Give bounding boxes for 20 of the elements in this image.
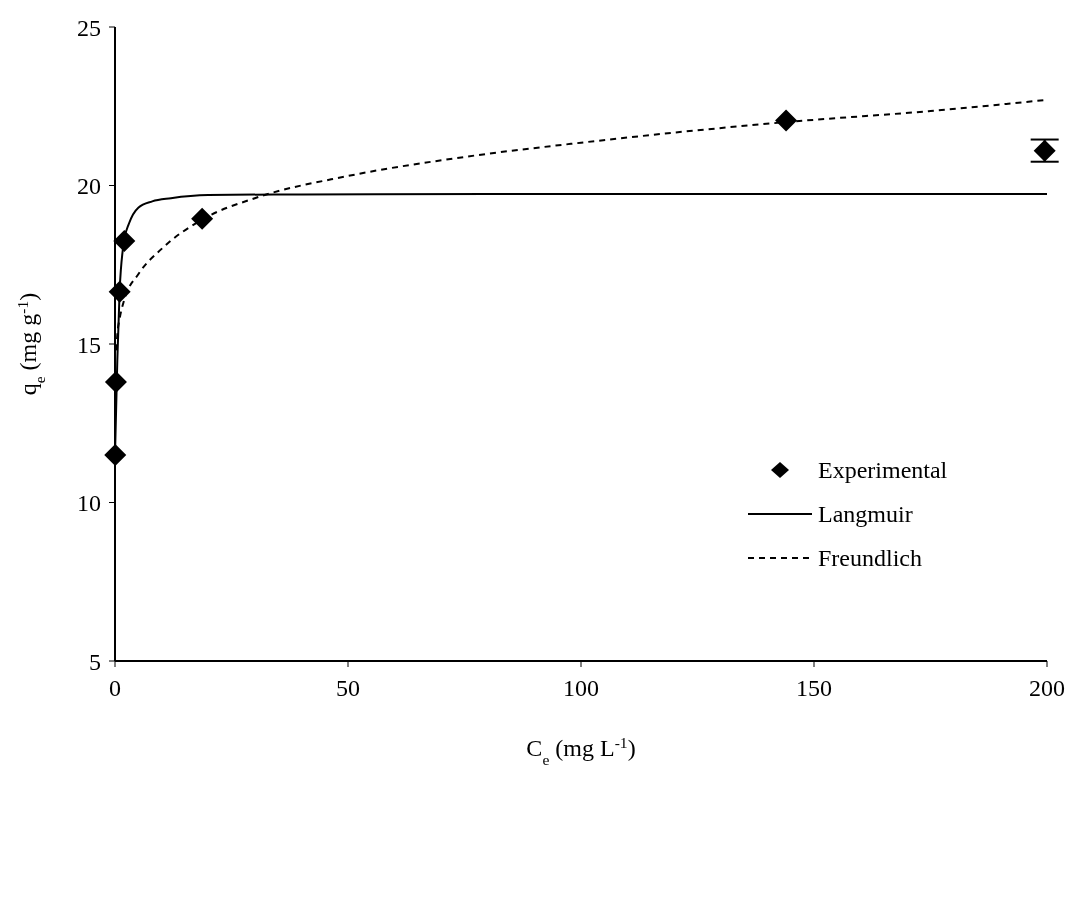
point — [104, 371, 127, 394]
legend-label: Experimental — [818, 456, 948, 485]
x-tick-label: 200 — [1029, 675, 1065, 702]
legend-label: Langmuir — [818, 500, 913, 529]
y-tick-label: 5 — [89, 648, 101, 675]
y-tick-label: 15 — [77, 331, 101, 358]
point — [775, 109, 798, 132]
x-tick-label: 0 — [109, 675, 121, 702]
point — [191, 207, 214, 230]
y-tick-label: 10 — [77, 490, 101, 517]
x-axis-title: C$_{e}$ (mg L$^{-1}$) — [526, 733, 636, 768]
point — [104, 443, 127, 466]
point — [108, 280, 131, 303]
y-tick-label: 20 — [77, 173, 101, 200]
legend-label: Freundlich — [818, 544, 922, 573]
y-tick-label: 25 — [77, 14, 101, 41]
x-tick-label: 150 — [796, 675, 832, 702]
point — [113, 229, 136, 252]
x-tick-label: 100 — [563, 675, 599, 702]
x-tick-label: 50 — [336, 675, 360, 702]
